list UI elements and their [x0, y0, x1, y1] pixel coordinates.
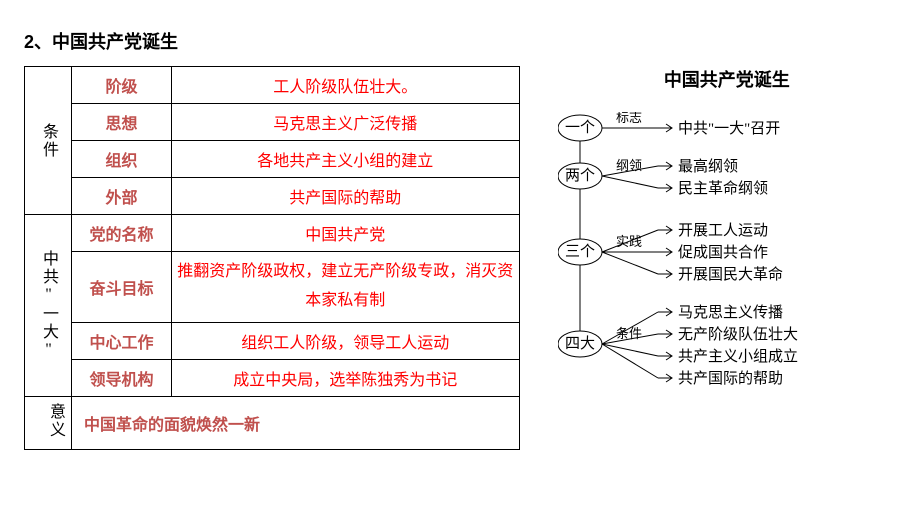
svg-text:一个: 一个 [565, 119, 595, 136]
cong-value-work: 组织工人阶级，领导工人运动 [172, 322, 520, 359]
svg-text:四大: 四大 [565, 335, 595, 352]
content-table: 条件 阶级 工人阶级队伍壮大。 思想 马克思主义广泛传播 组织 各地共产主义小组… [24, 66, 520, 450]
diagram-title: 中国共产党诞生 [558, 66, 896, 92]
cond-value-class: 工人阶级队伍壮大。 [172, 67, 520, 104]
svg-text:实践: 实践 [616, 234, 642, 249]
svg-text:开展工人运动: 开展工人运动 [678, 222, 768, 239]
cong-label-name: 党的名称 [72, 215, 172, 252]
cong-label-lead: 领导机构 [72, 359, 172, 396]
cond-label-class: 阶级 [72, 67, 172, 104]
svg-text:纲领: 纲领 [616, 158, 642, 173]
svg-text:共产主义小组成立: 共产主义小组成立 [678, 348, 798, 365]
svg-text:共产国际的帮助: 共产国际的帮助 [678, 370, 783, 387]
diagram-svg: 一个 中共"一大"召开 标志两个 最高纲领民主革命纲领 纲领三个 开展工人运动促成国共合作… [558, 112, 898, 412]
svg-text:最高纲领: 最高纲领 [678, 158, 738, 175]
svg-text:民主革命纲领: 民主革命纲领 [678, 179, 768, 197]
svg-text:促成国共合作: 促成国共合作 [678, 244, 768, 261]
svg-text:条件: 条件 [616, 326, 642, 341]
cond-value-org: 各地共产主义小组的建立 [172, 141, 520, 178]
cong-value-lead: 成立中央局，选举陈独秀为书记 [172, 359, 520, 396]
cond-label-org: 组织 [72, 141, 172, 178]
main-layout: 条件 阶级 工人阶级队伍壮大。 思想 马克思主义广泛传播 组织 各地共产主义小组… [24, 66, 896, 450]
svg-text:两个: 两个 [565, 167, 595, 184]
svg-text:标志: 标志 [616, 112, 642, 125]
cong-value-name: 中国共产党 [172, 215, 520, 252]
svg-text:三个: 三个 [565, 243, 595, 260]
section-significance: 意义 [25, 396, 72, 449]
cond-label-ext: 外部 [72, 178, 172, 215]
svg-text:马克思主义传播: 马克思主义传播 [678, 304, 783, 321]
cong-label-goal: 奋斗目标 [72, 252, 172, 323]
cong-value-goal: 推翻资产阶级政权，建立无产阶级专政，消灭资本家私有制 [172, 252, 520, 323]
section-heading: 2、中国共产党诞生 [24, 28, 896, 54]
section-congress: 中共"一大" [25, 215, 72, 397]
cond-value-ext: 共产国际的帮助 [172, 178, 520, 215]
cong-label-work: 中心工作 [72, 322, 172, 359]
cond-value-thought: 马克思主义广泛传播 [172, 104, 520, 141]
svg-text:无产阶级队伍壮大: 无产阶级队伍壮大 [678, 326, 798, 343]
section-conditions: 条件 [25, 67, 72, 215]
tree-diagram: 中国共产党诞生 一个 中共"一大"召开 标志两个 最高纲领民主革命纲领 纲领三个 开展工人… [558, 66, 896, 450]
svg-text:中共"一大"召开: 中共"一大"召开 [678, 120, 780, 137]
significance-value: 中国革命的面貌焕然一新 [72, 396, 520, 449]
cond-label-thought: 思想 [72, 104, 172, 141]
svg-text:开展国民大革命: 开展国民大革命 [678, 265, 783, 283]
